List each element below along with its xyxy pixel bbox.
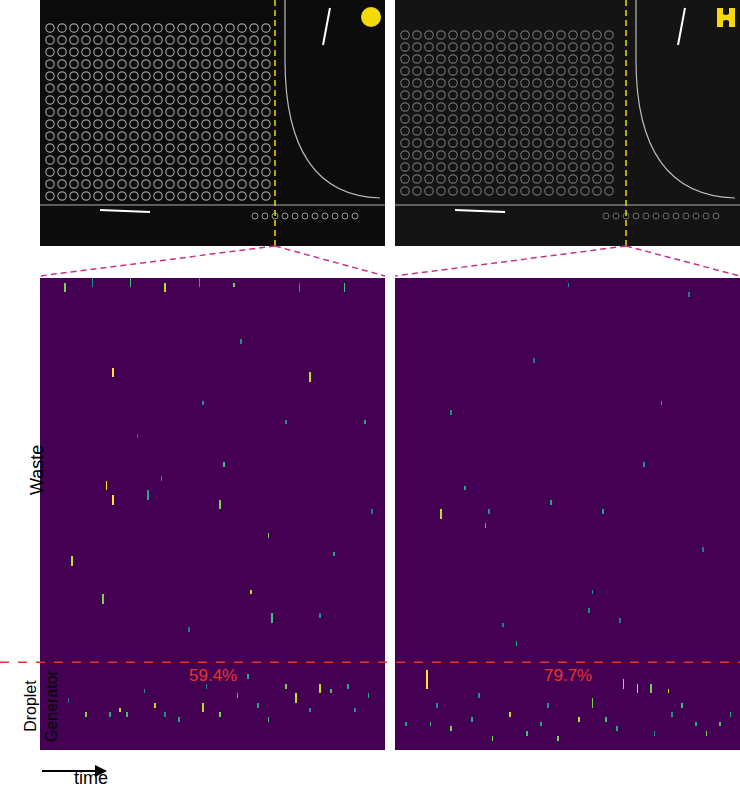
svg-text:59.4%: 59.4%	[189, 666, 237, 685]
svg-text:79.7%: 79.7%	[544, 666, 592, 685]
svg-text:time: time	[74, 768, 108, 788]
svg-text:DropletGenerator: DropletGenerator	[22, 669, 60, 742]
svg-text:Waste: Waste	[27, 445, 47, 495]
